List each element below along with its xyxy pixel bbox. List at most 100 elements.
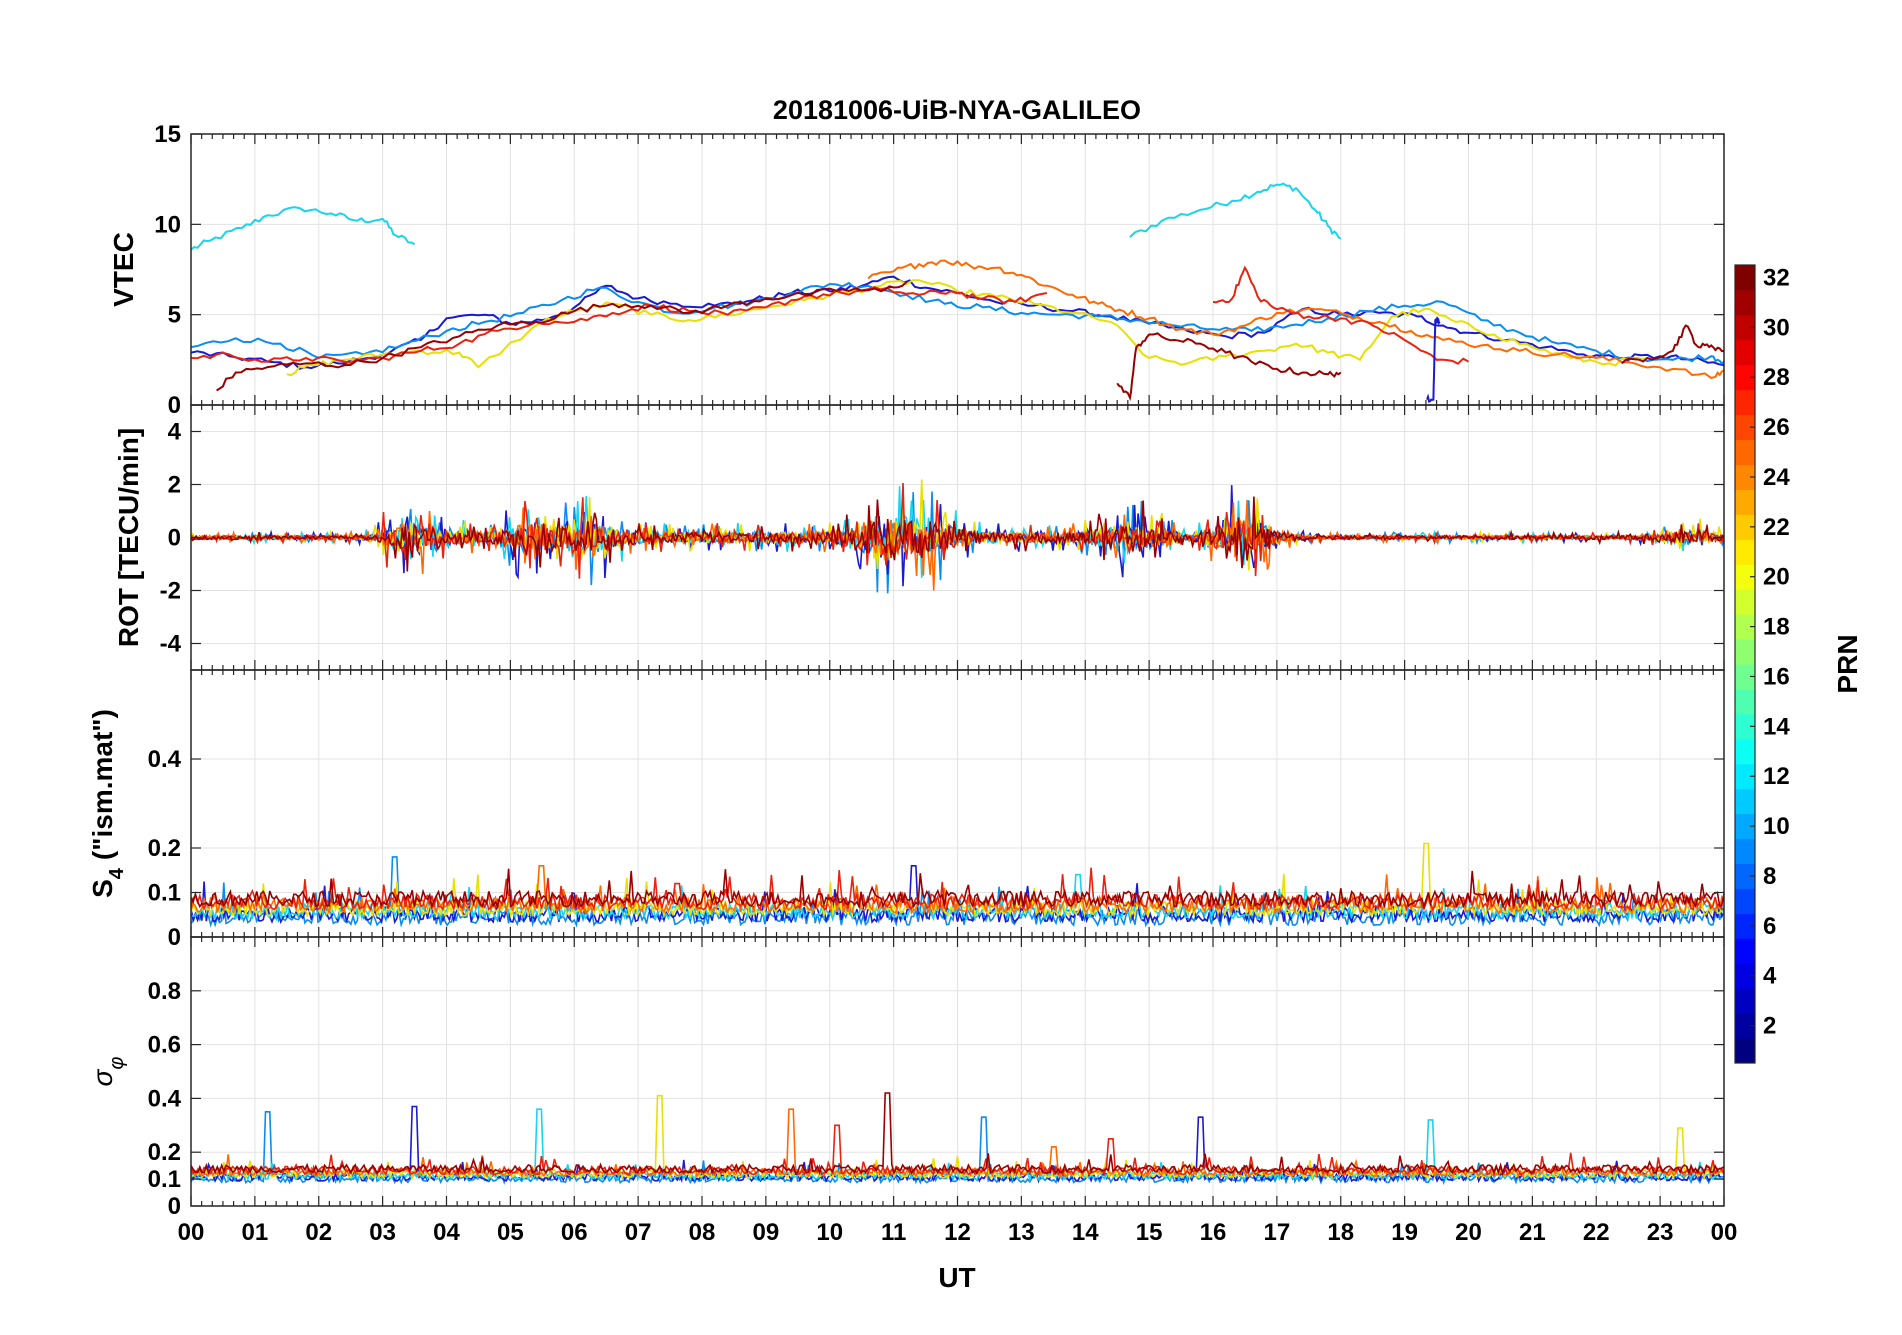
- colorbar-band: [1735, 439, 1755, 465]
- y-tick-label: 0: [168, 525, 181, 552]
- x-tick-label: 22: [1583, 1219, 1610, 1246]
- chart-title: 20181006-UiB-NYA-GALILEO: [773, 95, 1141, 125]
- colorbar-band: [1735, 314, 1755, 341]
- x-tick-label: 14: [1072, 1219, 1099, 1246]
- colorbar-band: [1735, 414, 1755, 441]
- colorbar-band: [1735, 1013, 1755, 1039]
- panel-vtec: 0 5 10 15 VTEC: [108, 121, 1725, 419]
- x-tick-label: 10: [816, 1219, 843, 1246]
- colorbar-band: [1735, 688, 1755, 715]
- plot-area-s4: [191, 842, 1724, 928]
- vtec-series-line: [191, 281, 1724, 365]
- x-tick-label: 05: [497, 1219, 524, 1246]
- colorbar-tick-label: 24: [1763, 464, 1790, 491]
- colorbar-band: [1735, 614, 1755, 640]
- y-axis-label-sigma: σφ: [87, 1057, 128, 1087]
- colorbar-band: [1735, 489, 1755, 515]
- y-tick-label: 0.2: [148, 835, 181, 862]
- x-tick-label: 03: [369, 1219, 396, 1246]
- colorbar-band: [1735, 813, 1755, 840]
- y-tick-label: 15: [154, 121, 181, 148]
- colorbar-band: [1735, 664, 1755, 690]
- y-axis-label-s4: S4 ("ism.mat"): [87, 709, 128, 898]
- vtec-series-line: [191, 286, 1048, 364]
- colorbar-tick-label: 10: [1763, 813, 1790, 840]
- colorbar-band: [1735, 938, 1755, 964]
- colorbar-band: [1735, 713, 1755, 740]
- x-tick-label: 18: [1327, 1219, 1354, 1246]
- y-label-sub: 4: [106, 867, 128, 879]
- colorbar-tick-label: 4: [1763, 963, 1777, 990]
- x-ticks-sigma: [190, 937, 1725, 1206]
- x-tick-label: 07: [625, 1219, 652, 1246]
- x-axis: 00 01 02 03 04 05 06 07 08 09 10 11 12 13 14 15 16 17 18 19…: [178, 1219, 1738, 1246]
- colorbar-tick-label: 6: [1763, 913, 1776, 940]
- colorbar-band: [1735, 389, 1755, 416]
- colorbar-band: [1735, 913, 1755, 939]
- y-tick-label: 0.2: [148, 1139, 181, 1166]
- y-tick-label: 4: [168, 419, 182, 446]
- colorbar-band: [1735, 539, 1755, 565]
- panel-s4: 0 0.1 0.2 0.4 S4 ("ism.mat"): [87, 669, 1725, 951]
- vtec-series-line: [1621, 324, 1724, 365]
- vtec-series-line: [216, 281, 908, 392]
- colorbar-band: [1735, 738, 1755, 765]
- x-tick-label: 17: [1264, 1219, 1291, 1246]
- y-tick-label: 0.1: [148, 1166, 181, 1193]
- x-tick-label: 11: [881, 1219, 906, 1246]
- y-axis-label-rot: ROT [TECU/min]: [113, 428, 144, 647]
- vtec-series-line: [867, 259, 1724, 379]
- colorbar-band: [1735, 763, 1755, 790]
- s4-series-line: [191, 868, 1724, 910]
- y-tick-label: 0.8: [148, 978, 181, 1005]
- colorbar-band: [1735, 639, 1755, 665]
- vtec-series-line: [1129, 182, 1342, 240]
- colorbar-band: [1735, 265, 1755, 291]
- x-tick-label: 20: [1455, 1219, 1482, 1246]
- colorbar-band: [1735, 888, 1755, 914]
- x-tick-label: 00: [178, 1219, 205, 1246]
- y-label-main: S: [87, 879, 118, 898]
- y-tick-label: 5: [168, 302, 181, 329]
- colorbar-band: [1735, 464, 1755, 490]
- y-tick-label: 10: [154, 211, 181, 238]
- y-axis-label-vtec: VTEC: [108, 232, 139, 307]
- x-tick-label: 06: [561, 1219, 588, 1246]
- colorbar-tick-label: 12: [1763, 763, 1790, 790]
- colorbar-frame: [1734, 264, 1756, 1064]
- sigma-series-line: [191, 1092, 1724, 1176]
- y-tick-label: 0: [168, 392, 181, 419]
- x-tick-label: 15: [1136, 1219, 1163, 1246]
- colorbar-band: [1735, 788, 1755, 815]
- x-tick-label: 00: [1711, 1219, 1738, 1246]
- colorbar-tick-label: 28: [1763, 364, 1790, 391]
- y-tick-label: 0.6: [148, 1032, 181, 1059]
- colorbar-band: [1735, 863, 1755, 889]
- vtec-series-line: [1116, 332, 1342, 402]
- x-tick-label: 02: [305, 1219, 332, 1246]
- colorbar-tick-label: 14: [1763, 713, 1790, 740]
- y-tick-label: 0: [168, 924, 181, 951]
- y-label-main: σ: [87, 1068, 118, 1086]
- colorbar-band: [1735, 988, 1755, 1014]
- x-tick-label: 21: [1519, 1219, 1546, 1246]
- colorbar-tick-label: 32: [1763, 264, 1790, 291]
- panel-sigma: 00.10.2 0.4 0.6 0.8 σφ: [87, 936, 1725, 1220]
- colorbar-tick-label: 16: [1763, 663, 1790, 690]
- plot-area-sigma: [191, 1092, 1724, 1186]
- y-tick-label: -4: [160, 631, 182, 658]
- plot-area-rot: [191, 479, 1724, 594]
- colorbar-tick-label: 22: [1763, 514, 1790, 541]
- x-tick-label: 16: [1200, 1219, 1227, 1246]
- x-tick-label: 08: [689, 1219, 716, 1246]
- colorbar-tick-label: 8: [1763, 863, 1776, 890]
- x-tick-label: 19: [1391, 1219, 1418, 1246]
- colorbar-tick-label: 30: [1763, 314, 1790, 341]
- x-tick-label: 12: [944, 1219, 971, 1246]
- vtec-series-line: [1426, 315, 1441, 404]
- colorbar-tick-label: 20: [1763, 564, 1790, 591]
